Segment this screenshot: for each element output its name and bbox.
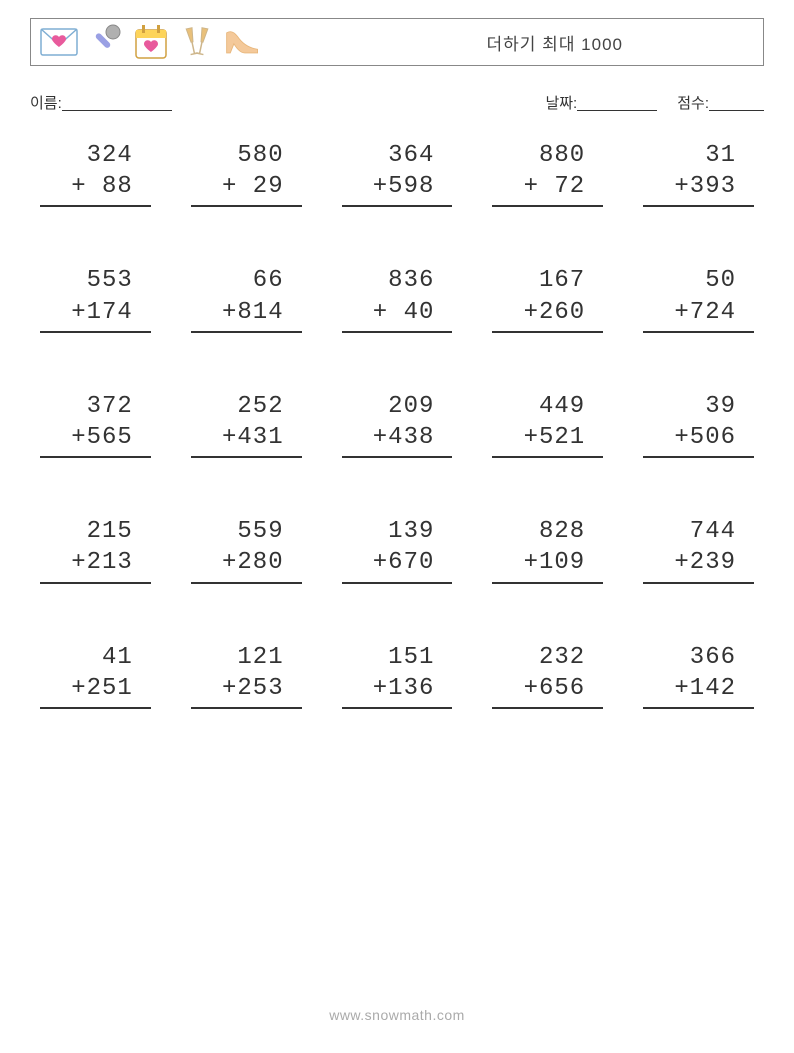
problem: 139+670 [342,516,453,583]
problem: 151+136 [342,642,453,709]
problem-operand-b: +521 [492,422,603,458]
problem-operand-b: + 40 [342,297,453,333]
score-underline [709,90,764,111]
problem-operand-a: 39 [643,391,754,422]
problem: 41+251 [40,642,151,709]
problem-operand-a: 151 [342,642,453,673]
problem-operand-b: +656 [492,673,603,709]
problem-operand-b: + 88 [40,171,151,207]
problem: 366+142 [643,642,754,709]
problem-operand-b: +251 [40,673,151,709]
problem-operand-a: 167 [492,265,603,296]
problem-operand-a: 744 [643,516,754,547]
problem-operand-a: 209 [342,391,453,422]
problem-operand-b: +239 [643,547,754,583]
problem-operand-a: 121 [191,642,302,673]
problems-grid: 324+ 88 580+ 29 364+598 880+ 72 31+393 5… [40,140,754,709]
problem-operand-b: +506 [643,422,754,458]
problem-operand-a: 880 [492,140,603,171]
problem-operand-a: 66 [191,265,302,296]
problem-operand-a: 553 [40,265,151,296]
header-box: 더하기 최대 1000 [30,18,764,66]
problem-operand-b: +598 [342,171,453,207]
problem: 66+814 [191,265,302,332]
problem-operand-b: +724 [643,297,754,333]
problem: 449+521 [492,391,603,458]
name-underline [62,90,172,111]
problem-operand-b: + 72 [492,171,603,207]
problem-operand-b: +109 [492,547,603,583]
problem-operand-a: 41 [40,642,151,673]
problem-operand-a: 449 [492,391,603,422]
problem-operand-a: 559 [191,516,302,547]
name-label: 이름: [30,92,62,113]
problem-operand-a: 366 [643,642,754,673]
date-underline [577,90,657,111]
problem-operand-b: +142 [643,673,754,709]
problem: 580+ 29 [191,140,302,207]
problem: 167+260 [492,265,603,332]
champagne-glasses-icon [177,22,217,62]
problem: 364+598 [342,140,453,207]
problem-operand-b: +280 [191,547,302,583]
problem: 559+280 [191,516,302,583]
problem: 324+ 88 [40,140,151,207]
problem-operand-b: +565 [40,422,151,458]
worksheet-title: 더하기 최대 1000 [487,30,623,55]
problem: 880+ 72 [492,140,603,207]
problem: 828+109 [492,516,603,583]
score-label: 점수: [677,92,709,113]
problem-operand-a: 364 [342,140,453,171]
problem: 836+ 40 [342,265,453,332]
problem-operand-b: +393 [643,171,754,207]
problem: 252+431 [191,391,302,458]
info-row: 이름: 날짜: 점수: [30,92,764,113]
problem-operand-b: +136 [342,673,453,709]
problem: 209+438 [342,391,453,458]
problem-operand-a: 324 [40,140,151,171]
problem-operand-a: 139 [342,516,453,547]
problem-operand-b: +670 [342,547,453,583]
envelope-heart-icon [39,22,79,62]
problem: 31+393 [643,140,754,207]
problem: 372+565 [40,391,151,458]
header-icons [31,22,263,62]
problem-operand-a: 50 [643,265,754,296]
problem-operand-a: 580 [191,140,302,171]
problem-operand-b: + 29 [191,171,302,207]
problem: 50+724 [643,265,754,332]
problem-operand-b: +814 [191,297,302,333]
footer-url: www.snowmath.com [0,1007,794,1023]
problem-operand-b: +260 [492,297,603,333]
problem: 744+239 [643,516,754,583]
problem-operand-a: 252 [191,391,302,422]
high-heel-icon [223,22,263,62]
problem-operand-a: 215 [40,516,151,547]
problem: 121+253 [191,642,302,709]
problem-operand-b: +213 [40,547,151,583]
problem: 553+174 [40,265,151,332]
microphone-icon [85,22,125,62]
problem-operand-a: 31 [643,140,754,171]
problem-operand-b: +438 [342,422,453,458]
problem-operand-a: 828 [492,516,603,547]
problem: 39+506 [643,391,754,458]
problem-operand-b: +174 [40,297,151,333]
problem-operand-b: +253 [191,673,302,709]
problem: 232+656 [492,642,603,709]
calendar-heart-icon [131,22,171,62]
problem-operand-a: 836 [342,265,453,296]
problem-operand-a: 372 [40,391,151,422]
problem: 215+213 [40,516,151,583]
date-label: 날짜: [545,92,577,113]
problem-operand-b: +431 [191,422,302,458]
problem-operand-a: 232 [492,642,603,673]
